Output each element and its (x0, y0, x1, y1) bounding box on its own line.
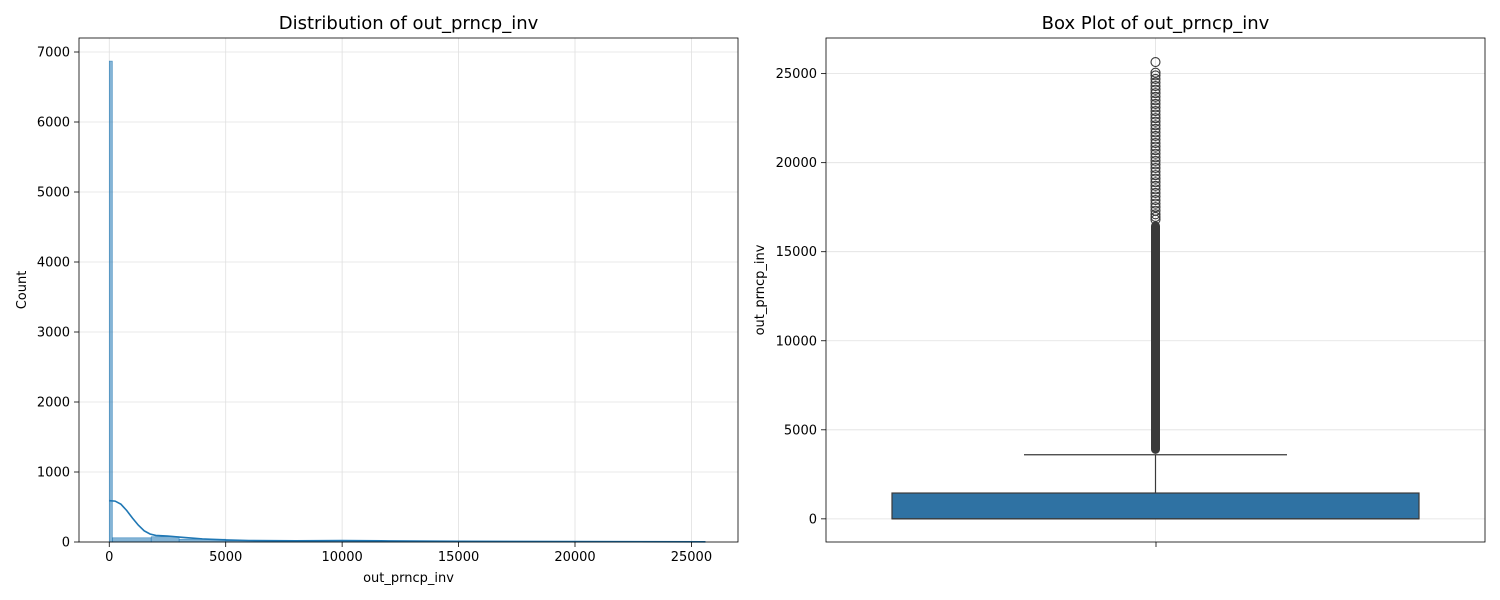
boxplot-outlier-point (1150, 67, 1161, 78)
histogram-x-tick-label: 10000 (321, 550, 362, 565)
histogram-y-tick-label: 2000 (37, 396, 70, 411)
boxplot-outlier-point (1150, 88, 1161, 99)
boxplot-outlier-point (1150, 166, 1161, 177)
histogram-kde-line (109, 499, 706, 543)
boxplot-outlier-point (1150, 202, 1161, 213)
histogram-y-tick-label: 0 (62, 536, 70, 551)
boxplot-outlier-point (1150, 195, 1161, 206)
histogram-x-tick-label: 5000 (209, 550, 242, 565)
boxplot-outlier-point (1150, 187, 1161, 198)
boxplot-outlier-point (1150, 180, 1161, 191)
boxplot-outlier-point (1150, 120, 1161, 131)
boxplot-outlier-point (1150, 145, 1161, 156)
boxplot-outlier-point (1150, 173, 1161, 184)
boxplot-y-tick-label: 20000 (776, 156, 817, 171)
histogram-x-tick-label: 0 (105, 550, 113, 565)
boxplot-panel: Box Plot of out_prncp_inv 0 5000 10000 1500… (753, 13, 1486, 547)
boxplot-y-tick-label: 15000 (776, 245, 817, 260)
boxplot-outlier-point (1150, 77, 1161, 88)
boxplot-outlier-point (1150, 177, 1161, 188)
histogram-y-tick-label: 6000 (37, 116, 70, 131)
boxplot-outlier-point (1150, 56, 1161, 68)
boxplot-outlier-point (1150, 102, 1161, 113)
boxplot-y-ticks: 0 5000 10000 15000 20000 25000 (776, 67, 826, 527)
boxplot-outlier-point (1150, 191, 1161, 202)
histogram-y-tick-label: 1000 (37, 466, 70, 481)
boxplot-outlier-point (1150, 198, 1161, 209)
boxplot-outlier-point (1150, 134, 1161, 145)
boxplot-box (891, 492, 1420, 520)
boxplot-outlier-point (1150, 91, 1161, 102)
boxplot-outlier-point (1150, 116, 1161, 127)
histogram-y-ticks: 0 1000 2000 3000 4000 5000 6000 7000 (37, 46, 79, 551)
boxplot-outlier-point (1150, 95, 1161, 106)
boxplot-outlier-point (1150, 205, 1161, 216)
boxplot-outlier-point (1150, 81, 1161, 92)
histogram-y-tick-label: 7000 (37, 46, 70, 61)
boxplot-outlier-point (1150, 211, 1161, 223)
boxplot-dense-outliers (1151, 221, 1160, 454)
boxplot-outlier-point (1150, 155, 1161, 166)
histogram-bars (108, 60, 706, 543)
boxplot-y-tick-label: 10000 (776, 334, 817, 349)
histogram-y-tick-label: 3000 (37, 326, 70, 341)
boxplot-outlier-point (1150, 127, 1161, 138)
boxplot-axes-frame (825, 37, 1486, 543)
histogram-y-tick-label: 4000 (37, 256, 70, 271)
histogram-panel: Distribution of out_prncp_inv 0 5000 10000… (15, 13, 739, 586)
boxplot-outlier-point (1150, 170, 1161, 181)
histogram-bar (150, 536, 180, 543)
boxplot-outlier-point (1150, 159, 1161, 170)
boxplot-outlier-point (1150, 141, 1161, 152)
boxplot-outlier-point (1150, 130, 1161, 142)
boxplot-outlier-point (1150, 138, 1161, 149)
histogram-x-tick-label: 15000 (438, 550, 479, 565)
boxplot-outlier-point (1150, 209, 1161, 220)
histogram-y-axis-label: Count (15, 271, 30, 310)
boxplot-outlier-point (1150, 152, 1161, 163)
histogram-title: Distribution of out_prncp_inv (279, 13, 539, 34)
boxplot-outlier-point (1150, 98, 1161, 109)
histogram-bar (108, 60, 113, 543)
boxplot-outlier-point (1150, 148, 1161, 159)
boxplot-outlier-point (1150, 113, 1161, 124)
boxplot-outlier-point (1150, 84, 1161, 95)
boxplot-outlier-point (1150, 162, 1161, 174)
boxplot-y-axis-label: out_prncp_inv (753, 244, 768, 335)
histogram-x-ticks: 0 5000 10000 15000 20000 25000 (105, 542, 712, 565)
boxplot-outlier-point (1150, 105, 1161, 117)
histogram-x-tick-label: 20000 (554, 550, 595, 565)
boxplot-y-tick-label: 5000 (784, 423, 817, 438)
boxplot-outlier-point (1150, 184, 1161, 195)
boxplot-y-tick-label: 25000 (776, 67, 817, 82)
histogram-bar (111, 537, 152, 543)
histogram-y-tick-label: 5000 (37, 186, 70, 201)
boxplot-body (891, 56, 1420, 520)
boxplot-title: Box Plot of out_prncp_inv (1042, 13, 1270, 34)
boxplot-outlier-point (1150, 70, 1161, 81)
histogram-grid (79, 38, 738, 543)
boxplot-outlier-point (1150, 109, 1161, 120)
histogram-x-axis-label: out_prncp_inv (363, 571, 454, 586)
boxplot-outlier-point (1150, 123, 1161, 134)
histogram-axes-frame (78, 37, 739, 543)
histogram-x-tick-label: 25000 (671, 550, 712, 565)
boxplot-outlier-point (1150, 73, 1161, 85)
boxplot-y-tick-label: 0 (809, 512, 817, 527)
